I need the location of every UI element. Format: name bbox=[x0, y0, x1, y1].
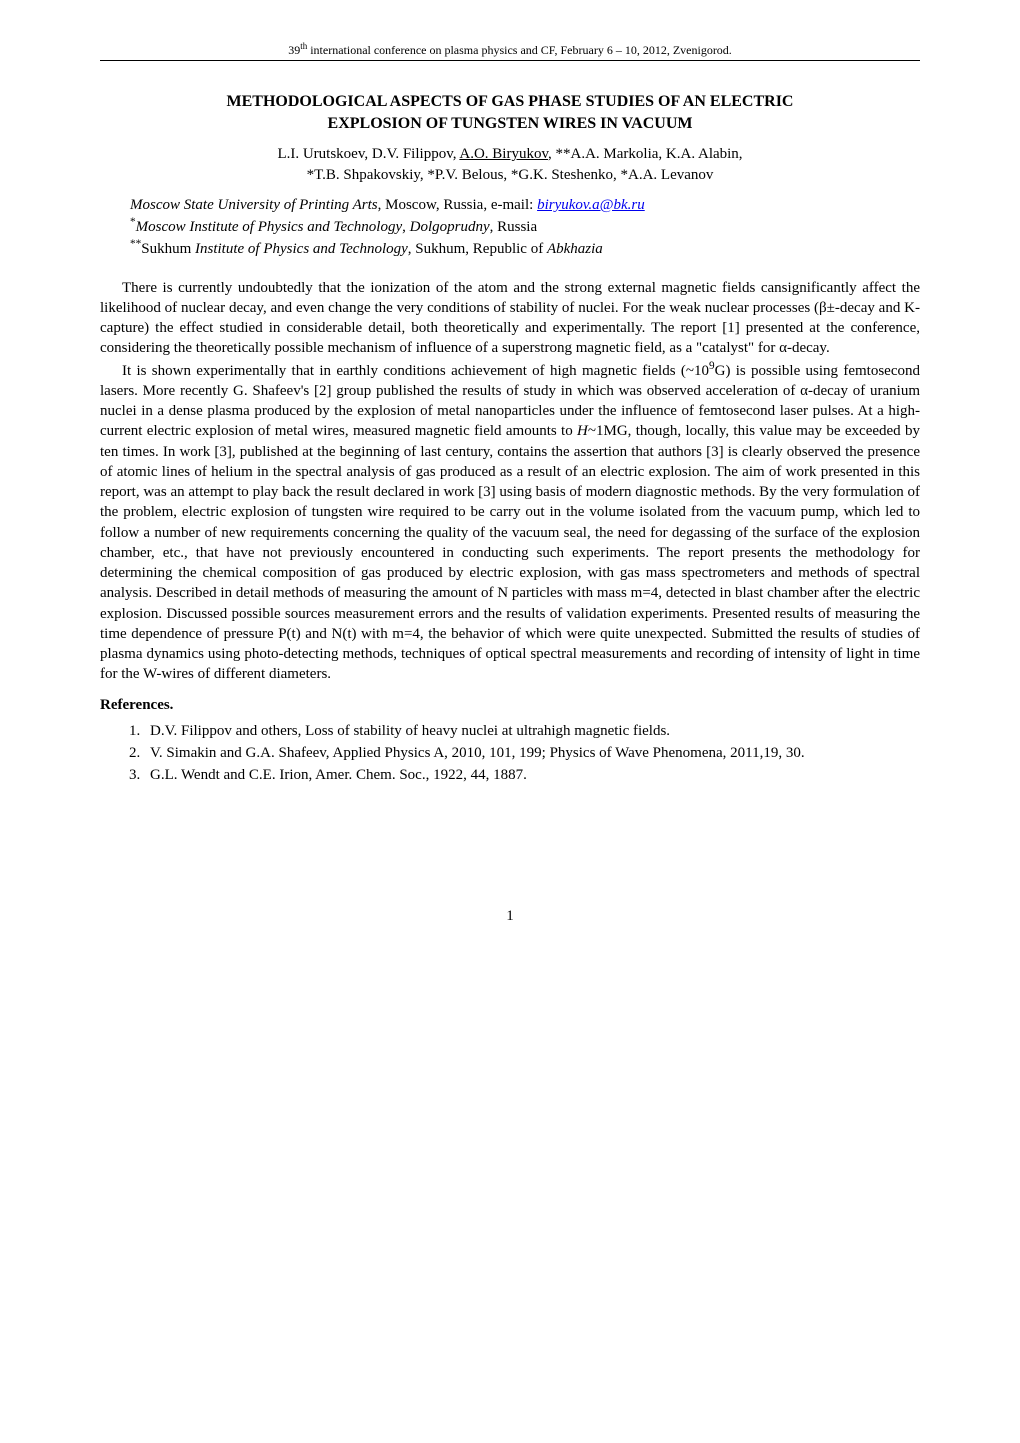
header-th: th bbox=[300, 41, 307, 51]
authors-block: L.I. Urutskoev, D.V. Filippov, A.O. Biry… bbox=[100, 144, 920, 185]
page-number: 1 bbox=[100, 906, 920, 926]
reference-item: D.V. Filippov and others, Loss of stabil… bbox=[144, 721, 920, 741]
affiliation-3: **Sukhum Institute of Physics and Techno… bbox=[130, 237, 920, 259]
authors-l1-pre: L.I. Urutskoev, D.V. Filippov, bbox=[277, 146, 459, 162]
affil2-city: Dolgoprudny bbox=[410, 219, 490, 235]
title-line2: EXPLOSION OF TUNGSTEN WIRES IN VACUUM bbox=[100, 113, 920, 135]
affil1-inst: Moscow State University of Printing Arts bbox=[130, 197, 378, 213]
email-link[interactable]: biryukov.a@bk.ru bbox=[537, 197, 645, 213]
reference-item: G.L. Wendt and C.E. Irion, Amer. Chem. S… bbox=[144, 765, 920, 785]
reference-item: V. Simakin and G.A. Shafeev, Applied Phy… bbox=[144, 743, 920, 763]
authors-l1-post: , **A.A. Markolia, K.A. Alabin, bbox=[548, 146, 743, 162]
paper-title: METHODOLOGICAL ASPECTS OF GAS PHASE STUD… bbox=[100, 91, 920, 134]
p2-a: It is shown experimentally that in earth… bbox=[122, 363, 709, 379]
p2-italic-h: H bbox=[577, 423, 588, 439]
affiliation-1: Moscow State University of Printing Arts… bbox=[130, 195, 920, 215]
affil1-mid: , Moscow, Russia, e-mail: bbox=[378, 197, 537, 213]
affil3-inst: Institute of Physics and Technology bbox=[195, 241, 408, 257]
conference-header: 39th international conference on plasma … bbox=[100, 40, 920, 61]
affiliation-2: *Moscow Institute of Physics and Technol… bbox=[130, 215, 920, 237]
authors-line1: L.I. Urutskoev, D.V. Filippov, A.O. Biry… bbox=[100, 144, 920, 164]
affil3-pre: Sukhum bbox=[141, 241, 195, 257]
title-line1: METHODOLOGICAL ASPECTS OF GAS PHASE STUD… bbox=[100, 91, 920, 113]
affil2-post: , Russia bbox=[490, 219, 538, 235]
affil3-mid: , Sukhum, Republic of bbox=[408, 241, 547, 257]
authors-line2: *T.B. Shpakovskiy, *P.V. Belous, *G.K. S… bbox=[100, 165, 920, 185]
header-text: international conference on plasma physi… bbox=[310, 43, 732, 57]
author-underlined: A.O. Biryukov bbox=[459, 146, 548, 162]
header-prefix: 39 bbox=[288, 43, 300, 57]
affiliations-block: Moscow State University of Printing Arts… bbox=[130, 195, 920, 260]
references-heading: References. bbox=[100, 695, 920, 715]
affil2-mid: , bbox=[402, 219, 410, 235]
affil2-inst: Moscow Institute of Physics and Technolo… bbox=[136, 219, 403, 235]
p2-c: ~1MG, though, locally, this value may be… bbox=[100, 423, 920, 682]
affil3-sup: ** bbox=[130, 238, 141, 250]
body-paragraph-2: It is shown experimentally that in earth… bbox=[100, 359, 920, 685]
references-list: D.V. Filippov and others, Loss of stabil… bbox=[100, 721, 920, 786]
affil3-country: Abkhazia bbox=[547, 241, 603, 257]
body-paragraph-1: There is currently undoubtedly that the … bbox=[100, 278, 920, 359]
